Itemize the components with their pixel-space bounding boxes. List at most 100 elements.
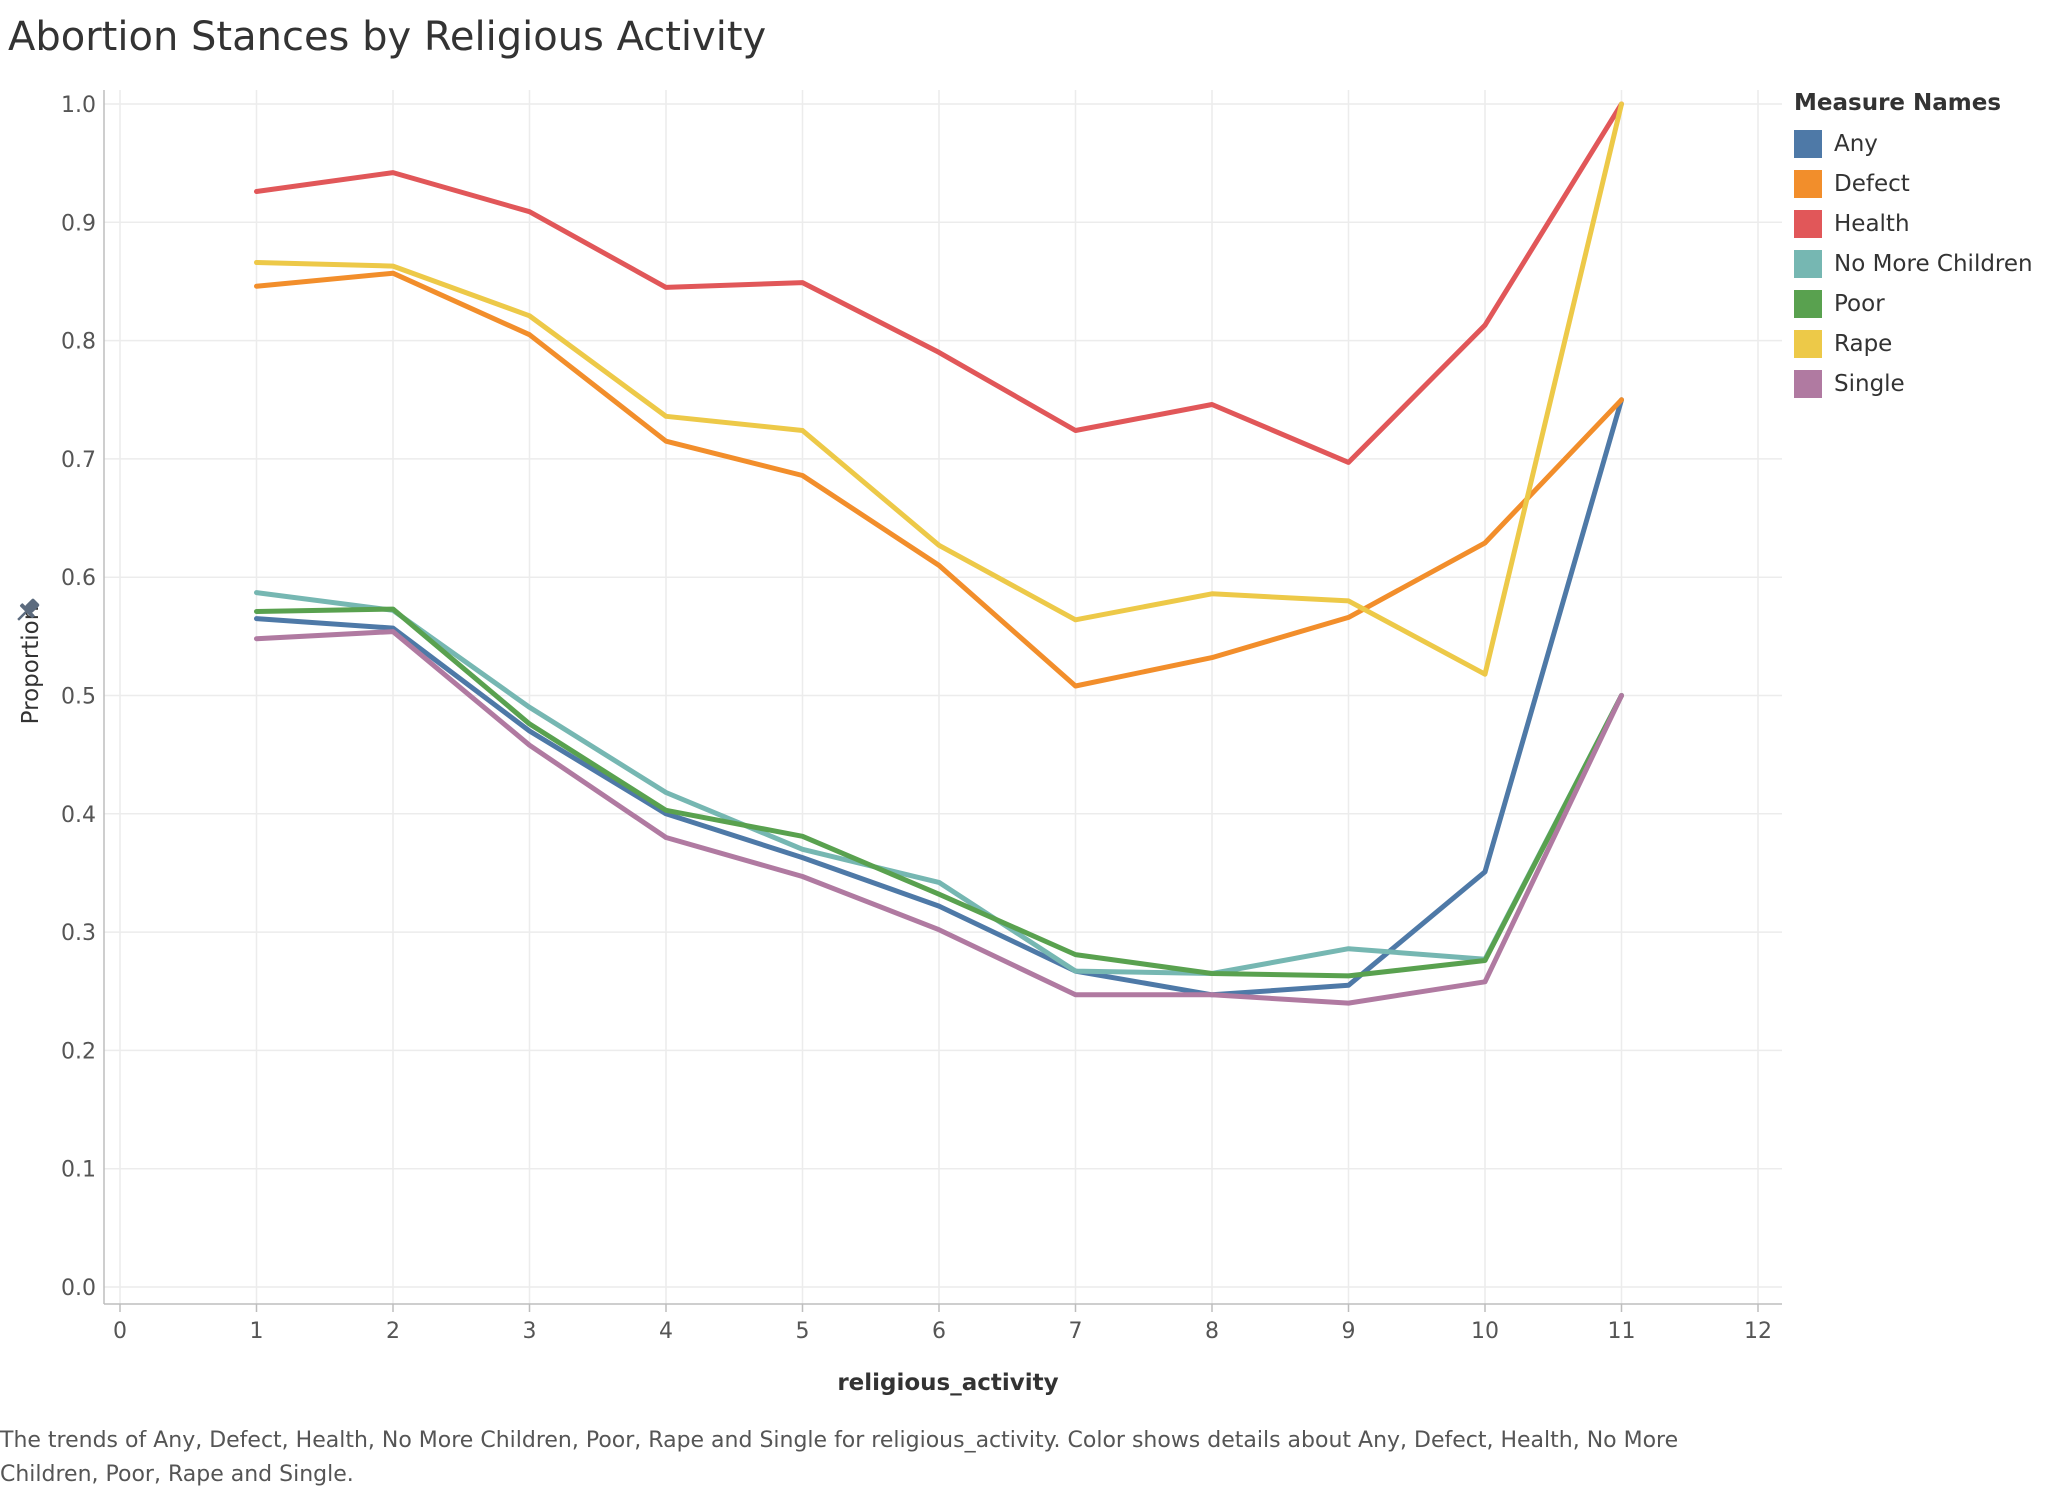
legend-item-single[interactable]: Single xyxy=(1794,364,2033,404)
data-point-poor[interactable] xyxy=(936,891,942,897)
data-point-poor[interactable] xyxy=(800,833,806,839)
data-point-poor[interactable] xyxy=(254,609,260,615)
data-point-health[interactable] xyxy=(663,284,669,290)
legend-item-no-more-children[interactable]: No More Children xyxy=(1794,244,2033,284)
data-point-defect[interactable] xyxy=(1482,540,1488,546)
data-point-single[interactable] xyxy=(527,742,533,748)
x-tick-label: 4 xyxy=(659,1319,673,1344)
data-point-rape[interactable] xyxy=(936,542,942,548)
data-point-health[interactable] xyxy=(1482,322,1488,328)
data-point-no-more-children[interactable] xyxy=(1073,968,1079,974)
data-point-health[interactable] xyxy=(1346,459,1352,465)
legend-label: Health xyxy=(1834,211,1910,237)
series-line-single[interactable] xyxy=(254,629,1624,1006)
data-point-health[interactable] xyxy=(1073,428,1079,434)
data-point-poor[interactable] xyxy=(663,807,669,813)
data-point-defect[interactable] xyxy=(527,332,533,338)
legend-swatch xyxy=(1794,130,1822,158)
legend-item-health[interactable]: Health xyxy=(1794,204,2033,244)
data-point-no-more-children[interactable] xyxy=(1346,946,1352,952)
legend-swatch xyxy=(1794,290,1822,318)
grid-layer xyxy=(104,90,1782,1304)
data-point-defect[interactable] xyxy=(800,472,806,478)
data-point-no-more-children[interactable] xyxy=(800,846,806,852)
data-point-defect[interactable] xyxy=(1619,397,1625,403)
axes-layer: 0.00.10.20.30.40.50.60.70.80.91.00 1 2 3 4 5 6… xyxy=(61,90,1782,1344)
data-point-rape[interactable] xyxy=(1209,591,1215,597)
data-point-rape[interactable] xyxy=(1073,617,1079,623)
data-point-rape[interactable] xyxy=(1619,101,1625,107)
data-point-no-more-children[interactable] xyxy=(663,790,669,796)
data-point-health[interactable] xyxy=(390,170,396,176)
data-point-single[interactable] xyxy=(1346,1000,1352,1006)
data-point-health[interactable] xyxy=(527,209,533,215)
legend-item-rape[interactable]: Rape xyxy=(1794,324,2033,364)
data-point-poor[interactable] xyxy=(1482,957,1488,963)
data-point-single[interactable] xyxy=(390,629,396,635)
data-point-health[interactable] xyxy=(800,280,806,286)
data-point-poor[interactable] xyxy=(1073,952,1079,958)
data-point-poor[interactable] xyxy=(1209,971,1215,977)
data-point-no-more-children[interactable] xyxy=(254,590,260,596)
data-point-defect[interactable] xyxy=(254,283,260,289)
series-layer xyxy=(254,101,1625,1006)
data-point-rape[interactable] xyxy=(1346,598,1352,604)
legend-item-any[interactable]: Any xyxy=(1794,124,2033,164)
data-point-no-more-children[interactable] xyxy=(527,704,533,710)
data-point-rape[interactable] xyxy=(800,428,806,434)
data-point-single[interactable] xyxy=(254,636,260,642)
data-point-defect[interactable] xyxy=(1346,614,1352,620)
data-point-single[interactable] xyxy=(1073,992,1079,998)
legend-swatch xyxy=(1794,250,1822,278)
series-line-poor[interactable] xyxy=(254,606,1624,979)
data-point-defect[interactable] xyxy=(1209,655,1215,661)
data-point-defect[interactable] xyxy=(936,562,942,568)
pin-icon[interactable] xyxy=(12,595,43,626)
x-tick-label: 6 xyxy=(932,1319,946,1344)
legend-swatch xyxy=(1794,170,1822,198)
data-point-defect[interactable] xyxy=(1073,683,1079,689)
data-point-single[interactable] xyxy=(800,873,806,879)
data-point-poor[interactable] xyxy=(527,721,533,727)
legend-label: Rape xyxy=(1834,331,1893,357)
data-point-any[interactable] xyxy=(936,903,942,909)
series-line-rape[interactable] xyxy=(254,101,1624,677)
series-line-any[interactable] xyxy=(254,397,1624,998)
data-point-no-more-children[interactable] xyxy=(936,879,942,885)
legend-item-poor[interactable]: Poor xyxy=(1794,284,2033,324)
data-point-any[interactable] xyxy=(254,616,260,622)
x-axis-label: religious_activity xyxy=(837,1370,1058,1396)
data-point-single[interactable] xyxy=(936,927,942,933)
data-point-rape[interactable] xyxy=(1482,671,1488,677)
data-point-health[interactable] xyxy=(1209,401,1215,407)
data-point-health[interactable] xyxy=(254,189,260,195)
data-point-single[interactable] xyxy=(1209,992,1215,998)
legend-label: Poor xyxy=(1834,291,1885,317)
data-point-any[interactable] xyxy=(1346,982,1352,988)
x-tick-label: 8 xyxy=(1205,1319,1219,1344)
data-point-defect[interactable] xyxy=(390,270,396,276)
series-line-defect[interactable] xyxy=(254,270,1624,689)
x-tick-label: 0 xyxy=(113,1319,127,1344)
legend-item-defect[interactable]: Defect xyxy=(1794,164,2033,204)
data-point-rape[interactable] xyxy=(390,263,396,269)
data-point-health[interactable] xyxy=(936,349,942,355)
data-point-rape[interactable] xyxy=(663,413,669,419)
legend-items: Any Defect Health No More Children Poor Rape S… xyxy=(1794,124,2033,404)
data-point-poor[interactable] xyxy=(390,606,396,612)
line-chart: 0.00.10.20.30.40.50.60.70.80.91.00 1 2 3 4 5 6… xyxy=(12,90,1782,1396)
data-point-any[interactable] xyxy=(1482,869,1488,875)
data-point-any[interactable] xyxy=(800,855,806,861)
series-line-health[interactable] xyxy=(254,101,1624,465)
data-point-defect[interactable] xyxy=(663,438,669,444)
data-point-rape[interactable] xyxy=(254,260,260,266)
y-tick-label: 0.9 xyxy=(61,211,96,236)
data-point-poor[interactable] xyxy=(1346,973,1352,979)
data-point-single[interactable] xyxy=(1482,979,1488,985)
data-point-any[interactable] xyxy=(527,728,533,734)
data-point-single[interactable] xyxy=(663,834,669,840)
data-point-rape[interactable] xyxy=(527,313,533,319)
series-line-no-more-children[interactable] xyxy=(254,590,1624,976)
x-tick-label: 7 xyxy=(1069,1319,1083,1344)
data-point-single[interactable] xyxy=(1619,693,1625,699)
